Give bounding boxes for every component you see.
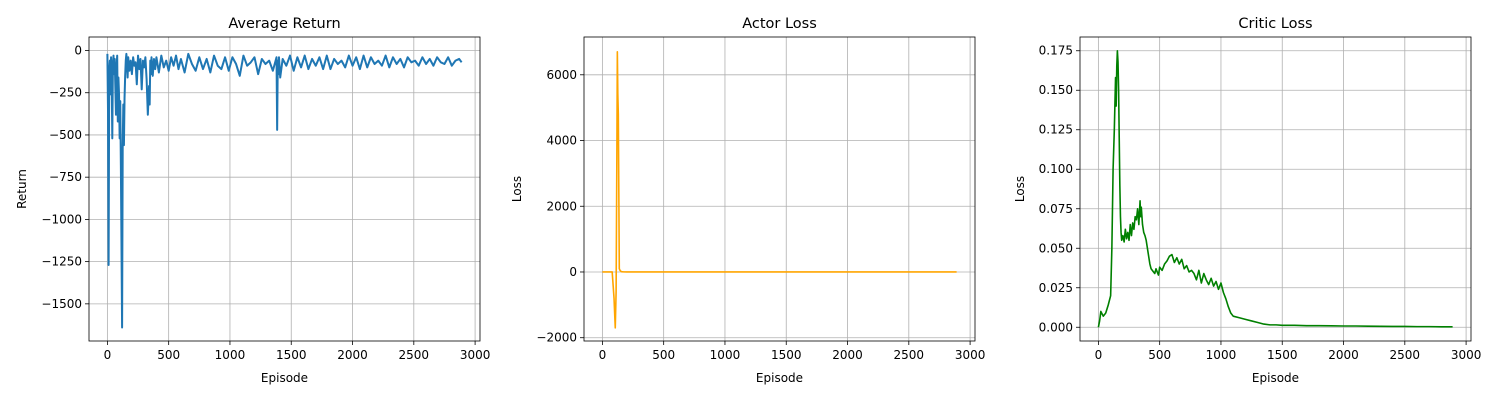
subplot-actor-loss: 0 500 1000 1500 2000 2500 3000 6000 4000 2000 0 −20…	[510, 16, 985, 385]
x-tick-label: 1500	[771, 348, 802, 362]
series-line	[1097, 49, 1453, 328]
plot-frame	[1079, 36, 1472, 342]
subplot-average-return: 0 500 1000 1500 2000 2500 3000 0 −250 −500 −750 −10…	[15, 16, 490, 385]
y-tick-label: −1000	[41, 212, 82, 226]
x-tick-label: 0	[104, 348, 112, 362]
y-tick-label: 0.000	[1039, 320, 1073, 334]
x-tick-label: 1500	[1267, 348, 1298, 362]
x-axis-label: Episode	[756, 371, 803, 385]
y-tick-label: 0	[569, 265, 577, 279]
plot-frame	[88, 36, 481, 342]
x-tick-label: 1000	[710, 348, 741, 362]
y-tick-label: 0.100	[1039, 162, 1073, 176]
x-tick-label: 1000	[215, 348, 246, 362]
x-tick-label: 2500	[894, 348, 925, 362]
series-line	[106, 52, 463, 329]
series-line	[602, 50, 957, 329]
x-tick-label: 500	[1148, 348, 1171, 362]
plot-frame	[583, 36, 976, 342]
chart-title: Actor Loss	[742, 16, 817, 32]
y-tick-label: −1500	[41, 297, 82, 311]
y-axis-label: Loss	[510, 176, 524, 202]
y-tick-label: 0.025	[1039, 281, 1073, 295]
x-tick-label: 2000	[337, 348, 368, 362]
subplot-critic-loss: 0 500 1000 1500 2000 2500 3000 0.175 0.150 0.125 0…	[1013, 16, 1481, 385]
x-tick-label: 1500	[276, 348, 307, 362]
y-tick-label: 6000	[546, 68, 577, 82]
y-axis-label: Loss	[1013, 176, 1027, 202]
x-tick-label: 500	[652, 348, 675, 362]
x-tick-label: 500	[157, 348, 180, 362]
y-tick-label: 0.075	[1039, 202, 1073, 216]
y-tick-label: −500	[49, 128, 82, 142]
chart-title: Critic Loss	[1238, 16, 1312, 32]
y-tick-label: −750	[49, 170, 82, 184]
x-tick-label: 1000	[1206, 348, 1237, 362]
y-tick-label: 0.175	[1039, 44, 1073, 58]
y-tick-label: 0.150	[1039, 83, 1073, 97]
y-tick-label: 0	[74, 44, 82, 58]
x-tick-label: 3000	[1451, 348, 1482, 362]
y-tick-label: −250	[49, 86, 82, 100]
y-tick-label: 4000	[546, 134, 577, 148]
y-tick-label: 2000	[546, 199, 577, 213]
y-tick-label: 0.050	[1039, 241, 1073, 255]
x-tick-label: 3000	[460, 348, 491, 362]
x-tick-label: 0	[1095, 348, 1103, 362]
x-tick-label: 2000	[832, 348, 863, 362]
x-tick-label: 2500	[1390, 348, 1421, 362]
x-axis-label: Episode	[1252, 371, 1299, 385]
x-tick-label: 0	[599, 348, 607, 362]
x-tick-label: 2000	[1328, 348, 1359, 362]
y-axis-label: Return	[15, 169, 29, 209]
chart-title: Average Return	[228, 16, 340, 32]
y-tick-label: −2000	[536, 331, 577, 345]
x-tick-label: 3000	[955, 348, 986, 362]
x-axis-label: Episode	[261, 371, 308, 385]
y-tick-label: 0.125	[1039, 123, 1073, 137]
y-tick-label: −1250	[41, 255, 82, 269]
x-tick-label: 2500	[399, 348, 430, 362]
